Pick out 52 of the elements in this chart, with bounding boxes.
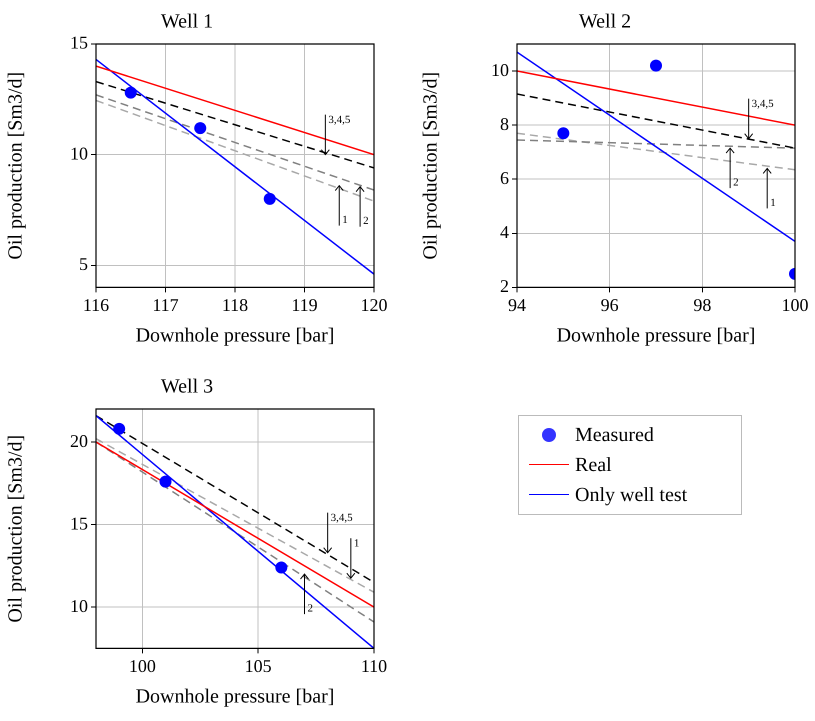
x-tick-label: 100 bbox=[128, 656, 156, 676]
y-tick-label: 15 bbox=[70, 32, 88, 53]
legend-label: Real bbox=[575, 454, 612, 476]
y-tick-label: 20 bbox=[70, 430, 88, 451]
y-tick-label: 10 bbox=[491, 60, 509, 80]
annotation: 2 bbox=[733, 176, 739, 189]
annotation: 3,4,5 bbox=[328, 114, 351, 126]
point bbox=[275, 562, 288, 574]
x-axis-title: Downhole pressure [bar] bbox=[136, 685, 334, 708]
x-tick-label: 98 bbox=[693, 294, 712, 315]
x-axis-title: Downhole pressure [bar] bbox=[136, 324, 334, 346]
y-tick-label: 4 bbox=[500, 222, 509, 242]
x-tick-label: 120 bbox=[360, 294, 388, 315]
chart-title: Well 1 bbox=[160, 10, 214, 32]
y-tick-label: 15 bbox=[70, 513, 88, 534]
y-tick-label: 10 bbox=[70, 143, 88, 164]
x-axis-title: Downhole pressure [bar] bbox=[556, 324, 756, 346]
y-tick-label: 6 bbox=[500, 168, 509, 188]
point bbox=[650, 60, 662, 72]
point bbox=[124, 86, 137, 99]
x-tick-label: 110 bbox=[360, 656, 388, 676]
chart-title: Well 3 bbox=[160, 375, 214, 398]
x-tick-label: 100 bbox=[782, 294, 808, 315]
y-tick-label: 10 bbox=[70, 596, 88, 616]
x-tick-label: 96 bbox=[600, 294, 619, 315]
annotation: 2 bbox=[363, 215, 369, 228]
x-tick-label: 119 bbox=[291, 294, 318, 315]
annotation: 3,4,5 bbox=[330, 512, 354, 524]
x-tick-label: 105 bbox=[244, 656, 272, 676]
point bbox=[557, 127, 570, 140]
point bbox=[264, 192, 276, 205]
annotation: 1 bbox=[770, 196, 776, 209]
y-axis-title: Oil production [Sm3/d] bbox=[4, 72, 26, 260]
y-tick-label: 5 bbox=[79, 254, 88, 274]
y-axis-title: Oil production [Sm3/d] bbox=[4, 434, 26, 623]
point bbox=[113, 422, 126, 435]
legend-label: Measured bbox=[575, 424, 654, 446]
annotation: 3,4,5 bbox=[752, 98, 774, 110]
point bbox=[194, 122, 206, 134]
y-tick-label: 2 bbox=[500, 276, 509, 296]
x-tick-label: 117 bbox=[152, 294, 179, 315]
annotation: 1 bbox=[342, 214, 348, 226]
y-tick-label: 8 bbox=[500, 114, 509, 134]
x-tick-label: 94 bbox=[508, 294, 526, 315]
x-tick-label: 116 bbox=[82, 294, 110, 315]
chart-title: Well 2 bbox=[578, 10, 632, 32]
point bbox=[160, 476, 172, 488]
x-tick-label: 118 bbox=[222, 294, 248, 315]
annotation: 1 bbox=[354, 538, 360, 550]
y-axis-title: Oil production [Sm3/d] bbox=[419, 72, 442, 260]
legend-label: Only well test bbox=[575, 484, 688, 506]
annotation: 2 bbox=[308, 602, 313, 614]
